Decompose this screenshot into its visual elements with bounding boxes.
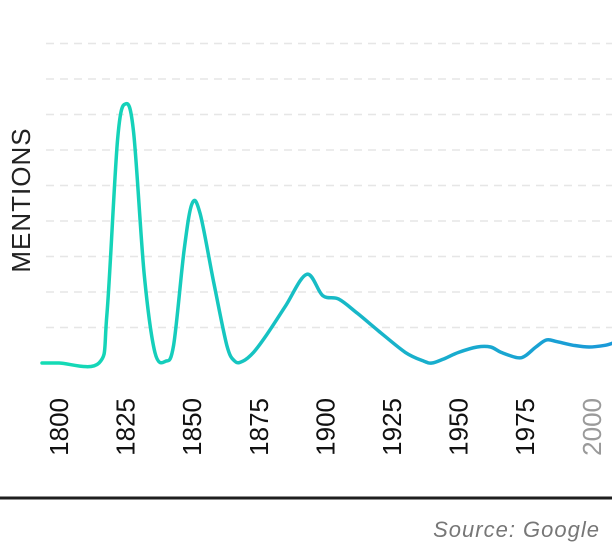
y-axis-label: MENTIONS [6,127,36,272]
x-tick-1875: 1875 [244,398,274,456]
source-caption: Source: Google [433,517,600,542]
gridlines [46,42,612,329]
series-line [40,101,612,369]
x-tick-2000: 2000 [577,398,607,456]
x-axis-ticks: 1800 1825 1850 1875 1900 1925 1950 1975 2000 [44,398,607,456]
x-tick-1925: 1925 [377,398,407,456]
x-tick-1975: 1975 [510,398,540,456]
x-tick-1850: 1850 [177,398,207,456]
x-tick-1825: 1825 [111,398,141,456]
x-tick-1800: 1800 [44,398,74,456]
x-tick-1950: 1950 [444,398,474,456]
x-tick-1900: 1900 [310,398,340,456]
